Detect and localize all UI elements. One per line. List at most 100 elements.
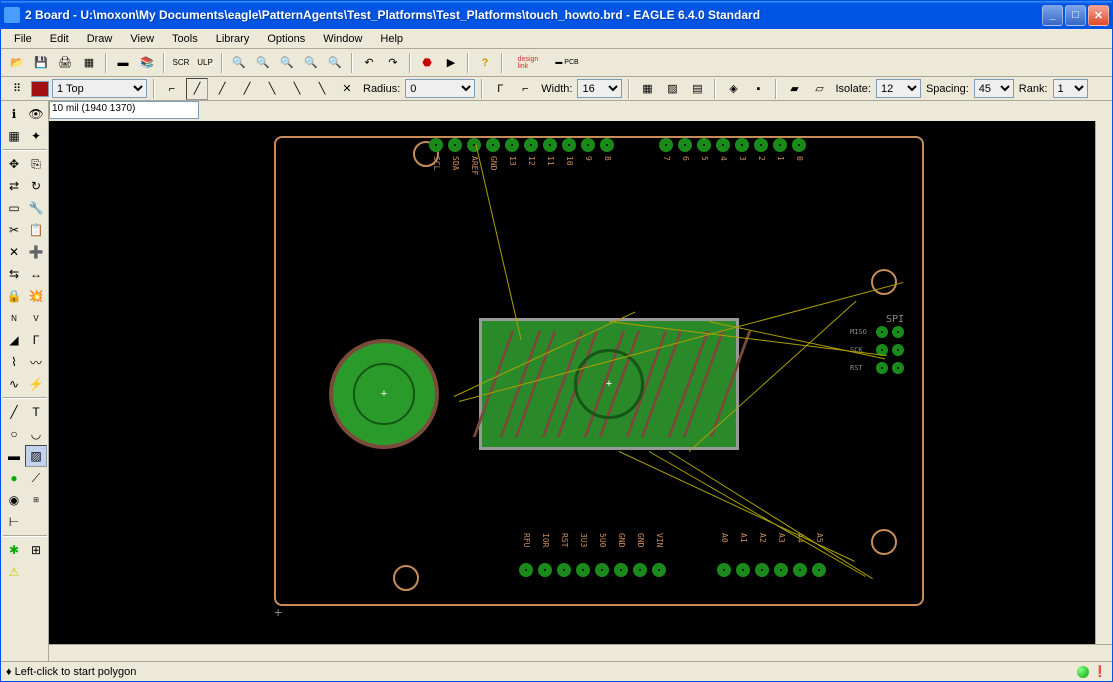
add-tool-icon[interactable]: ➕ xyxy=(25,241,47,263)
menu-library[interactable]: Library xyxy=(208,31,258,47)
lock-tool-icon[interactable]: 🔒 xyxy=(3,285,25,307)
wirestyle-3-icon[interactable]: ╱ xyxy=(211,78,233,100)
isolate-select[interactable]: 12 xyxy=(876,79,921,98)
miter-tool-icon[interactable]: ◢ xyxy=(3,329,25,351)
attribute-tool-icon[interactable]: ⊞ xyxy=(25,489,47,511)
circle-tool-icon[interactable]: ○ xyxy=(3,423,25,445)
miter-1-icon[interactable]: Γ xyxy=(489,78,511,100)
arc-tool-icon[interactable]: ◡ xyxy=(25,423,47,445)
auto-tool-icon[interactable]: ⊞ xyxy=(25,539,47,561)
dimension-tool-icon[interactable]: ⊢ xyxy=(3,511,25,533)
zoom-fit-icon[interactable]: 🔍 xyxy=(228,52,250,74)
group-tool-icon[interactable]: ▭ xyxy=(3,197,25,219)
delete-tool-icon[interactable]: ✕ xyxy=(3,241,25,263)
copy-tool-icon[interactable]: ⎘ xyxy=(25,153,47,175)
paste-tool-icon[interactable]: 📋 xyxy=(25,219,47,241)
fill-1-icon[interactable]: ▰ xyxy=(783,78,805,100)
grid-icon[interactable]: ⠿ xyxy=(6,78,28,100)
menu-file[interactable]: File xyxy=(6,31,40,47)
redo-icon[interactable]: ↷ xyxy=(382,52,404,74)
change-tool-icon[interactable]: 🔧 xyxy=(25,197,47,219)
designlink-icon[interactable]: designlink xyxy=(508,52,548,74)
fill-2-icon[interactable]: ▱ xyxy=(808,78,830,100)
layer-color-swatch[interactable] xyxy=(31,81,49,97)
text-tool-icon[interactable]: T xyxy=(25,401,47,423)
route-tool-icon[interactable]: ∿ xyxy=(3,373,25,395)
wirestyle-8-icon[interactable]: ✕ xyxy=(336,78,358,100)
radius-select[interactable]: 0 xyxy=(405,79,475,98)
pour-3-icon[interactable]: ▤ xyxy=(686,78,708,100)
spacing-select[interactable]: 45 xyxy=(974,79,1014,98)
optimize-tool-icon[interactable]: ⌇ xyxy=(3,351,25,373)
cut-tool-icon[interactable]: ✂ xyxy=(3,219,25,241)
wirestyle-4-icon[interactable]: ╱ xyxy=(236,78,258,100)
zoom-redraw-icon[interactable]: 🔍 xyxy=(300,52,322,74)
info-tool-icon[interactable]: ℹ xyxy=(3,103,25,125)
pour-2-icon[interactable]: ▨ xyxy=(661,78,683,100)
save-icon[interactable]: 💾 xyxy=(30,52,52,74)
menu-draw[interactable]: Draw xyxy=(79,31,121,47)
width-select[interactable]: 16 xyxy=(577,79,622,98)
rect-tool-icon[interactable]: ▬ xyxy=(3,445,25,467)
ripup-tool-icon[interactable]: ⚡ xyxy=(25,373,47,395)
menu-view[interactable]: View xyxy=(122,31,162,47)
close-button[interactable]: ✕ xyxy=(1088,5,1109,26)
wire-tool-icon[interactable]: ╱ xyxy=(3,401,25,423)
rotate-tool-icon[interactable]: ↻ xyxy=(25,175,47,197)
smash-tool-icon[interactable]: 💥 xyxy=(25,285,47,307)
menu-help[interactable]: Help xyxy=(372,31,411,47)
menu-window[interactable]: Window xyxy=(315,31,370,47)
ratsnest-tool-icon[interactable]: ✱ xyxy=(3,539,25,561)
help-icon[interactable]: ? xyxy=(474,52,496,74)
signal-tool-icon[interactable]: ⟋ xyxy=(25,467,47,489)
minimize-button[interactable]: _ xyxy=(1042,5,1063,26)
menu-tools[interactable]: Tools xyxy=(164,31,206,47)
name-tool-icon[interactable]: N xyxy=(3,307,25,329)
pinswap-tool-icon[interactable]: ⇆ xyxy=(3,263,25,285)
menu-options[interactable]: Options xyxy=(259,31,313,47)
script-icon[interactable]: SCR xyxy=(170,52,192,74)
wirestyle-5-icon[interactable]: ╲ xyxy=(261,78,283,100)
vertical-scrollbar[interactable] xyxy=(1095,121,1112,644)
zoom-in-icon[interactable]: 🔍 xyxy=(252,52,274,74)
display-tool-icon[interactable]: ▦ xyxy=(3,125,25,147)
show-tool-icon[interactable]: 👁 xyxy=(25,103,47,125)
zoom-select-icon[interactable]: 🔍 xyxy=(324,52,346,74)
split-tool-icon[interactable]: Γ xyxy=(25,329,47,351)
hole-tool-icon[interactable]: ◉ xyxy=(3,489,25,511)
polygon-tool-icon[interactable]: ▨ xyxy=(25,445,47,467)
pcbquote-icon[interactable]: ▬ PCB xyxy=(550,52,584,74)
meander-tool-icon[interactable]: 〰 xyxy=(25,351,47,373)
wirestyle-7-icon[interactable]: ╲ xyxy=(311,78,333,100)
pour-1-icon[interactable]: ▦ xyxy=(636,78,658,100)
via-tool-icon[interactable]: ● xyxy=(3,467,25,489)
zoom-out-icon[interactable]: 🔍 xyxy=(276,52,298,74)
wirestyle-6-icon[interactable]: ╲ xyxy=(286,78,308,100)
print-icon[interactable]: 🖨 xyxy=(54,52,76,74)
move-tool-icon[interactable]: ✥ xyxy=(3,153,25,175)
miter-2-icon[interactable]: ⌐ xyxy=(514,78,536,100)
library-icon[interactable]: 📚 xyxy=(136,52,158,74)
open-icon[interactable]: 📂 xyxy=(6,52,28,74)
menu-edit[interactable]: Edit xyxy=(42,31,77,47)
stop-icon[interactable]: ⬣ xyxy=(416,52,438,74)
cam-icon[interactable]: ▦ xyxy=(78,52,100,74)
replace-tool-icon[interactable]: ↔ xyxy=(25,263,47,285)
rank-select[interactable]: 1 xyxy=(1053,79,1088,98)
ulp-icon[interactable]: ULP xyxy=(194,52,216,74)
wirestyle-2-icon[interactable]: ╱ xyxy=(186,78,208,100)
erc-tool-icon[interactable]: ⚠ xyxy=(3,561,25,583)
board-icon[interactable]: ▬ xyxy=(112,52,134,74)
maximize-button[interactable]: □ xyxy=(1065,5,1086,26)
undo-icon[interactable]: ↶ xyxy=(358,52,380,74)
layer-select[interactable]: 1 Top xyxy=(52,79,147,98)
go-icon[interactable]: ▶ xyxy=(440,52,462,74)
errors-tool-icon[interactable] xyxy=(25,561,47,583)
thermal-icon[interactable]: ◈ xyxy=(722,78,744,100)
wirestyle-1-icon[interactable]: ⌐ xyxy=(161,78,183,100)
horizontal-scrollbar[interactable] xyxy=(49,644,1112,661)
pcb-canvas[interactable]: SCLSDAAREFGND131211109876543210RFUIORRST… xyxy=(49,121,1095,644)
mark-tool-icon[interactable]: ✦ xyxy=(25,125,47,147)
mirror-tool-icon[interactable]: ⇄ xyxy=(3,175,25,197)
value-tool-icon[interactable]: V xyxy=(25,307,47,329)
